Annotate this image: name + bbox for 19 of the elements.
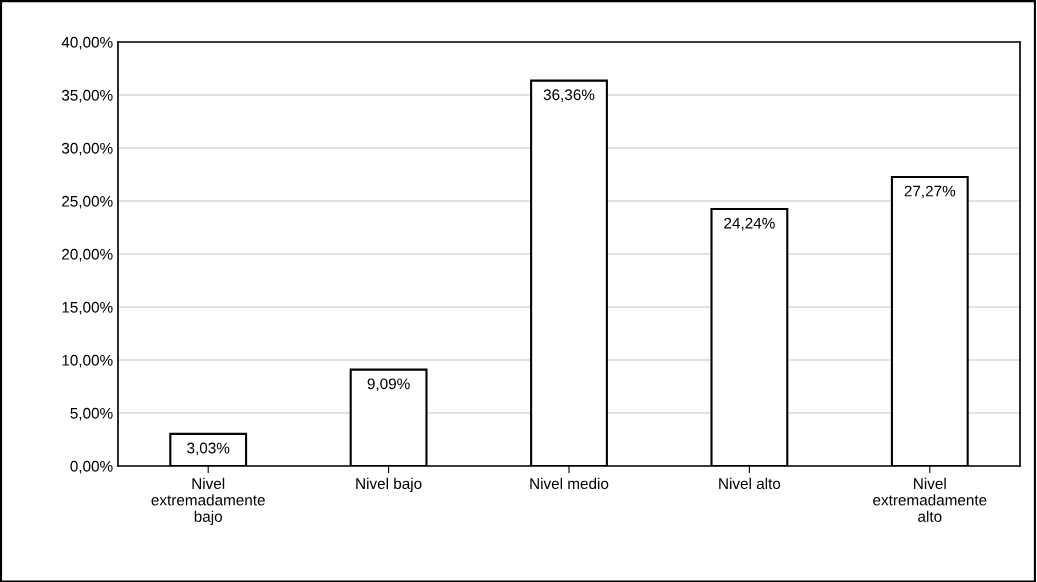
x-tick-label: Nivel extremadamente alto xyxy=(873,477,987,522)
x-tick-label: Nivel extremadamente bajo xyxy=(151,477,265,525)
data-label: 36,36% xyxy=(543,89,595,102)
y-tick-label: 15,00% xyxy=(62,301,113,315)
data-label: 3,03% xyxy=(187,442,230,456)
y-tick-label: 0,00% xyxy=(70,460,113,474)
x-tick-label: Nivel alto xyxy=(719,477,781,490)
y-tick-label: 5,00% xyxy=(70,407,113,421)
x-tick-label: Nivel bajo xyxy=(356,477,422,493)
y-tick-label: 30,00% xyxy=(61,142,113,156)
y-tick-label: 35,00% xyxy=(61,89,113,103)
data-label: 27,27% xyxy=(904,185,956,199)
y-tick-label: 40,00% xyxy=(61,36,113,50)
y-tick-label: 25,00% xyxy=(62,195,113,209)
x-tick-label: Nivel medio xyxy=(530,477,609,490)
data-label: 24,24% xyxy=(724,217,775,231)
data-label: 9,09% xyxy=(367,378,410,392)
y-tick-label: 10,00% xyxy=(62,354,113,368)
y-tick-label: 20,00% xyxy=(62,248,113,262)
